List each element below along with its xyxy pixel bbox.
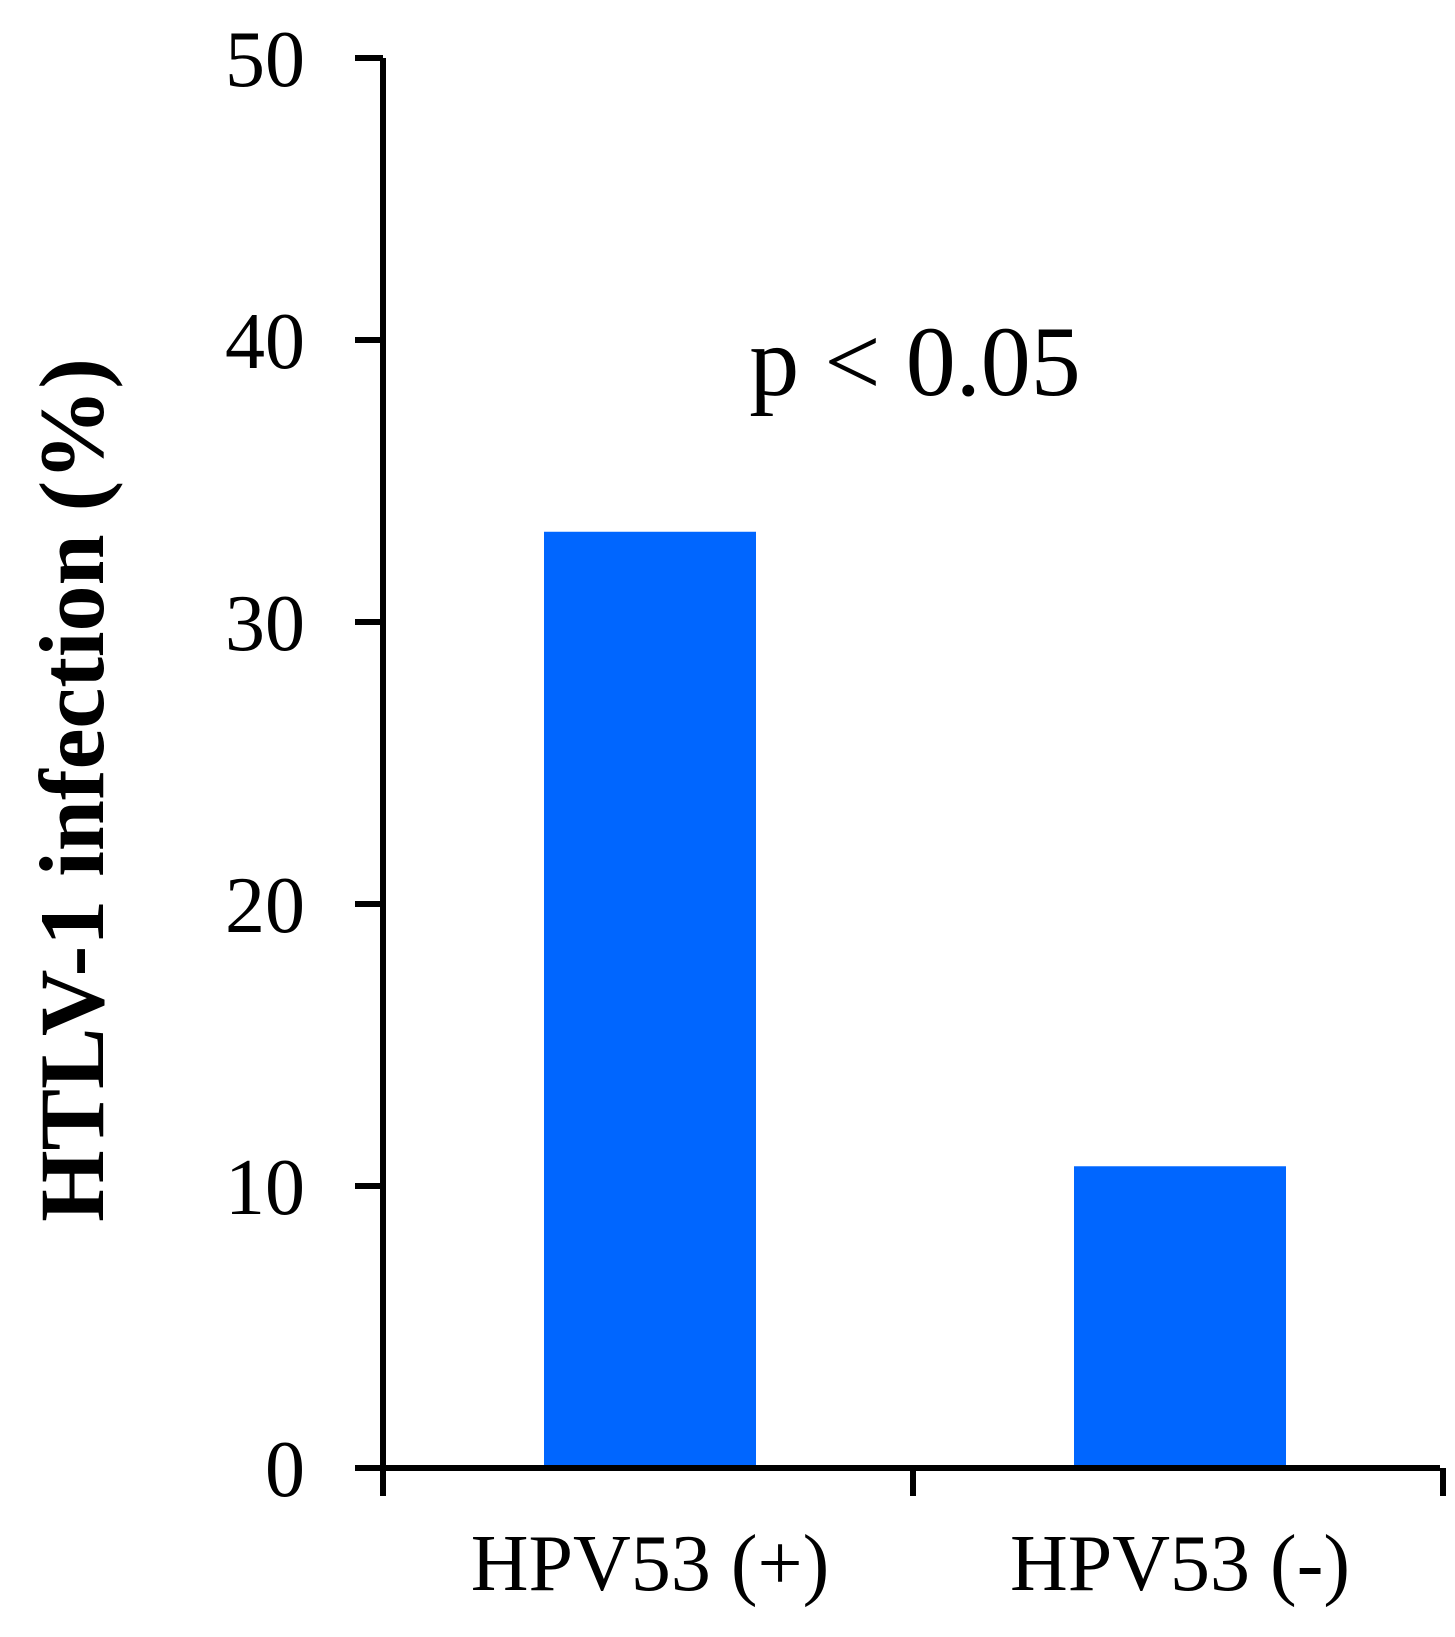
x-axis-ticks: HPV53 (+) HPV53 (-) (380, 1468, 1446, 1608)
y-tick-label: 0 (265, 1426, 305, 1514)
y-axis-ticks: 0 10 20 30 40 50 (225, 16, 383, 1514)
bar-1 (544, 531, 756, 1468)
y-tick-label: 40 (225, 298, 305, 386)
y-tick-label: 30 (225, 580, 305, 668)
y-axis-label: HTLV-1 infection (%) (21, 358, 123, 1222)
bar-2 (1074, 1166, 1286, 1468)
x-category-label: HPV53 (+) (471, 1520, 829, 1608)
bars (544, 531, 1286, 1468)
y-tick-label: 20 (225, 862, 305, 950)
y-tick-label: 50 (225, 16, 305, 104)
p-value-annotation: p < 0.05 (749, 306, 1080, 417)
y-tick-label: 10 (225, 1144, 305, 1232)
x-category-label: HPV53 (-) (1010, 1520, 1350, 1608)
